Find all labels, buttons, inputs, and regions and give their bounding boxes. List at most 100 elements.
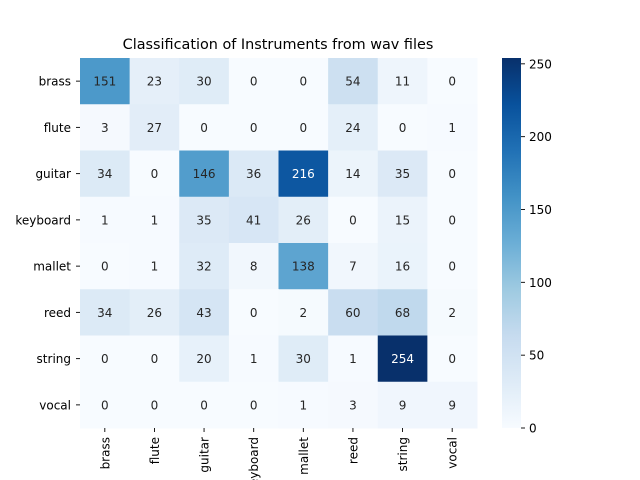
cell-value-label: 0 <box>448 167 456 181</box>
heatmap-cell <box>129 289 180 336</box>
cell-value-label: 41 <box>246 213 261 227</box>
heatmap-cell <box>427 150 478 198</box>
cell-value-label: 68 <box>395 306 410 320</box>
cell-value-label: 2 <box>448 306 456 320</box>
cell-value-label: 8 <box>250 260 258 274</box>
heatmap-cell <box>228 289 280 336</box>
cell-value-label: 24 <box>345 121 360 135</box>
heatmap-cell <box>228 243 280 290</box>
heatmap-cell <box>328 150 379 198</box>
row-tick-label: reed <box>44 306 71 320</box>
heatmap-cell <box>278 381 329 429</box>
heatmap-cell <box>427 58 478 105</box>
cell-value-label: 26 <box>147 306 162 320</box>
cell-value-label: 11 <box>395 75 410 89</box>
heatmap-cell <box>179 58 230 105</box>
heatmap-cell <box>228 104 280 151</box>
heatmap-cell <box>427 196 478 244</box>
column-tick-label: brass <box>98 437 112 469</box>
cell-value-label: 151 <box>93 75 116 89</box>
row-tick-label: guitar <box>35 167 71 181</box>
heatmap-cell <box>80 243 131 290</box>
cell-value-label: 9 <box>399 398 407 412</box>
cell-value-label: 1 <box>151 213 159 227</box>
heatmap-cell <box>80 335 131 383</box>
heatmap-cell <box>278 289 329 336</box>
heatmap-cell <box>427 243 478 290</box>
cell-value-label: 1 <box>250 352 258 366</box>
heatmap-cell <box>328 58 379 105</box>
heatmap-cell <box>179 335 230 383</box>
heatmap-cell <box>278 104 329 151</box>
heatmap-cell <box>129 243 180 290</box>
cell-value-label: 254 <box>391 352 414 366</box>
cell-value-label: 7 <box>349 260 357 274</box>
cell-value-label: 34 <box>97 306 112 320</box>
heatmap-cell <box>129 150 180 198</box>
cell-value-label: 0 <box>250 398 258 412</box>
heatmap-cell <box>228 58 280 105</box>
cell-value-label: 43 <box>196 306 211 320</box>
cell-value-label: 30 <box>196 75 211 89</box>
column-tick-label: mallet <box>297 437 311 475</box>
cell-value-label: 54 <box>345 75 360 89</box>
heatmap-cell <box>377 58 428 105</box>
cell-value-label: 1 <box>299 398 307 412</box>
cell-value-label: 0 <box>349 213 357 227</box>
row-axis: brass flute guitar keyboard mallet reed string… <box>15 75 80 412</box>
cell-value-label: 0 <box>151 352 159 366</box>
cell-value-label: 0 <box>299 75 307 89</box>
heatmap-cell <box>179 289 230 336</box>
cell-value-label: 34 <box>97 167 112 181</box>
cell-value-label: 36 <box>246 167 261 181</box>
cell-value-label: 15 <box>395 213 410 227</box>
row-tick-label: mallet <box>33 260 71 274</box>
cell-value-label: 0 <box>250 121 258 135</box>
heatmap-cell <box>129 381 180 429</box>
cell-value-label: 0 <box>200 121 208 135</box>
cell-value-label: 0 <box>200 398 208 412</box>
heatmap-cell <box>377 243 428 290</box>
heatmap-cell <box>328 243 379 290</box>
heatmap-cell <box>80 150 131 198</box>
cell-value-label: 0 <box>101 398 109 412</box>
column-axis: brass flute guitar keyboard mallet reed string… <box>98 428 460 480</box>
row-tick-label: string <box>37 352 71 366</box>
heatmap-cell <box>427 104 478 151</box>
heatmap-cell <box>228 381 280 429</box>
cell-value-label: 3 <box>101 121 109 135</box>
heatmap-cell-labels: 151 23 30 0 0 54 11 03 27 0 0 0 24 0 134 0 146 36 216 14 35 0… <box>93 75 456 413</box>
cell-value-label: 9 <box>448 398 456 412</box>
cell-value-label: 0 <box>448 352 456 366</box>
row-tick-label: keyboard <box>15 213 71 227</box>
cell-value-label: 14 <box>345 167 360 181</box>
colorbar-tick-label: 0 <box>529 422 537 436</box>
colorbar-tick-label: 200 <box>529 130 552 144</box>
heatmap-cell <box>328 196 379 244</box>
heatmap-cell <box>278 58 329 105</box>
heatmap-cell <box>129 58 180 105</box>
colorbar-tick-label: 150 <box>529 203 552 217</box>
heatmap-cell <box>80 196 131 244</box>
column-tick-label: keyboard <box>247 437 261 480</box>
heatmap-cell <box>278 335 329 383</box>
heatmap-cell <box>80 104 131 151</box>
heatmap-cell <box>129 196 180 244</box>
heatmap-cell <box>328 104 379 151</box>
cell-value-label: 1 <box>101 213 109 227</box>
cell-value-label: 35 <box>196 213 211 227</box>
cell-value-label: 0 <box>151 167 159 181</box>
column-tick-label: vocal <box>446 437 460 469</box>
column-tick-label: guitar <box>198 437 212 473</box>
cell-value-label: 2 <box>299 306 307 320</box>
cell-value-label: 1 <box>349 352 357 366</box>
cell-value-label: 27 <box>147 121 162 135</box>
heatmap-cell <box>377 150 428 198</box>
cell-value-label: 30 <box>296 352 311 366</box>
colorbar-tick-label: 100 <box>529 276 552 290</box>
cell-value-label: 32 <box>196 260 211 274</box>
heatmap-cell <box>427 335 478 383</box>
cell-value-label: 0 <box>299 121 307 135</box>
heatmap-cell <box>80 58 131 105</box>
